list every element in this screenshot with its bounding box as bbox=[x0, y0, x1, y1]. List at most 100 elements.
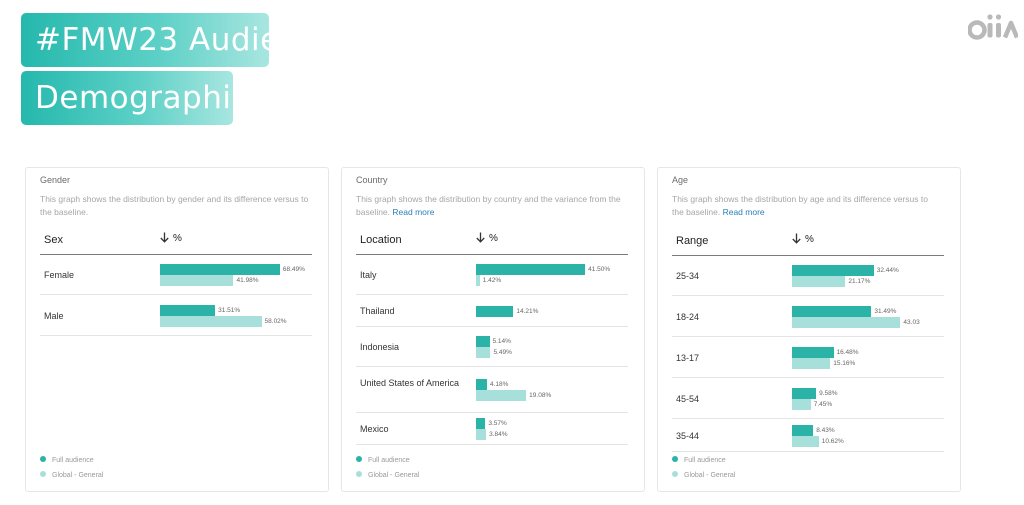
bar-full-audience bbox=[476, 264, 586, 275]
row-label: 18-24 bbox=[676, 311, 700, 322]
legend-item-global-general: Global - General bbox=[356, 471, 419, 479]
age-panel-title: Age bbox=[672, 175, 689, 185]
bar-full-audience bbox=[476, 305, 514, 317]
legend-dot-icon bbox=[40, 456, 46, 462]
legend-label: Full audience bbox=[368, 457, 410, 464]
bar-value-label: 8.43% bbox=[816, 426, 835, 434]
gender-description-text: This graph shows the distribution by gen… bbox=[40, 194, 309, 217]
bar-value-label: 5.49% bbox=[493, 349, 512, 356]
bar-value-label: 5.14% bbox=[492, 338, 511, 345]
row-label: Indonesia bbox=[360, 342, 400, 352]
country-read-more-link[interactable]: Read more bbox=[392, 207, 435, 217]
age-description: This graph shows the distribution by age… bbox=[672, 193, 942, 219]
legend-item-global-general: Global - General bbox=[672, 471, 735, 479]
bar-value-label: 31.51% bbox=[218, 306, 241, 314]
bar-value-label: 19.08% bbox=[529, 392, 552, 399]
age-sort-button[interactable]: % bbox=[792, 233, 814, 245]
legend-dot-icon bbox=[356, 456, 362, 462]
age-read-more-link[interactable]: Read more bbox=[722, 207, 765, 217]
table-row: Thailand 14.21% bbox=[356, 295, 628, 327]
bar-full-audience bbox=[792, 424, 814, 436]
legend-label: Global - General bbox=[368, 472, 420, 479]
age-description-text: This graph shows the distribution by age… bbox=[672, 194, 928, 217]
bar-value-label: 21.17% bbox=[848, 277, 871, 285]
bar-full-audience bbox=[792, 346, 834, 358]
bar-value-label: 9.58% bbox=[819, 389, 838, 397]
legend-item-full-audience: Full audience bbox=[356, 456, 410, 464]
brand-logo-icon bbox=[968, 14, 1018, 40]
gender-panel-title: Gender bbox=[40, 175, 71, 185]
bar-global-general bbox=[792, 435, 819, 447]
arrow-down-icon bbox=[160, 232, 169, 243]
table-row: 45-54 9.58% 7.45% bbox=[672, 378, 944, 419]
legend-label: Full audience bbox=[52, 457, 94, 464]
country-table-header: Location% bbox=[356, 228, 628, 255]
legend-item-global-general: Global - General bbox=[40, 471, 103, 479]
bar-full-audience bbox=[476, 379, 487, 390]
bar-full-audience bbox=[476, 418, 486, 429]
table-row: 13-17 16.48% 15.16% bbox=[672, 337, 944, 378]
bar-value-label: 15.16% bbox=[833, 359, 856, 367]
row-label: 25-34 bbox=[676, 270, 700, 281]
country-panel: Country This graph shows the distribution… bbox=[341, 167, 645, 492]
bar-value-label: 16.48% bbox=[836, 348, 859, 356]
legend-item-full-audience: Full audience bbox=[40, 456, 94, 464]
bar-global-general bbox=[160, 315, 262, 327]
bar-full-audience bbox=[792, 264, 874, 276]
country-description: This graph shows the distribution by cou… bbox=[356, 193, 626, 219]
row-label: 35-44 bbox=[676, 430, 700, 441]
page-title-line-1: #FMW23 Audience bbox=[21, 13, 337, 67]
bar-global-general bbox=[792, 357, 831, 369]
country-sort-button[interactable]: % bbox=[476, 232, 498, 244]
row-label: Female bbox=[44, 270, 75, 280]
table-row: United States of America 4.18% 19.08% bbox=[356, 367, 628, 413]
table-row: Italy 41.50% 1.42% bbox=[356, 255, 628, 295]
bar-global-general bbox=[160, 275, 234, 286]
table-row: 18-24 31.49% 43.03 bbox=[672, 296, 944, 337]
gender-sort-button[interactable]: % bbox=[160, 232, 182, 244]
bar-value-label: 3.84% bbox=[489, 431, 508, 438]
bar-global-general bbox=[792, 275, 846, 287]
legend-item-full-audience: Full audience bbox=[672, 456, 726, 464]
bar-full-audience bbox=[792, 387, 817, 399]
row-label: Thailand bbox=[360, 306, 395, 316]
bar-value-label: 4.18% bbox=[489, 381, 509, 388]
bar-global-general bbox=[792, 316, 901, 328]
bar-value-label: 1.42% bbox=[482, 277, 502, 284]
gender-percent-header: % bbox=[173, 233, 182, 244]
row-label: Italy bbox=[360, 270, 377, 280]
country-column-label: Location bbox=[360, 234, 402, 246]
bar-full-audience bbox=[476, 336, 490, 347]
bar-global-general bbox=[792, 398, 811, 410]
table-row: Female 68.49% 41.98% bbox=[40, 255, 312, 295]
gender-description: This graph shows the distribution by gen… bbox=[40, 193, 310, 219]
gender-column-label: Sex bbox=[44, 234, 63, 246]
bar-value-label: 58.02% bbox=[264, 317, 287, 325]
legend-dot-icon bbox=[672, 456, 678, 462]
arrow-down-icon bbox=[476, 232, 485, 243]
bar-value-label: 68.49% bbox=[282, 266, 305, 273]
row-label: United States of America bbox=[360, 378, 460, 388]
row-label: 13-17 bbox=[676, 352, 700, 363]
bar-full-audience bbox=[792, 305, 872, 317]
table-row: Indonesia 5.14% 5.49% bbox=[356, 327, 628, 367]
country-panel-title: Country bbox=[356, 175, 388, 185]
bar-value-label: 10.62% bbox=[821, 437, 844, 445]
bar-global-general bbox=[476, 347, 491, 358]
legend-dot-icon bbox=[672, 471, 678, 477]
legend-dot-icon bbox=[40, 471, 46, 477]
bar-global-general bbox=[476, 390, 527, 401]
row-label: Male bbox=[44, 310, 64, 321]
table-row: 35-44 8.43% 10.62% bbox=[672, 419, 944, 452]
age-column-label: Range bbox=[676, 235, 709, 247]
bar-value-label: 7.45% bbox=[813, 400, 833, 408]
bar-global-general bbox=[476, 429, 487, 440]
table-row: 25-34 32.44% 21.17% bbox=[672, 255, 944, 296]
bar-value-label: 43.03 bbox=[903, 318, 920, 326]
age-table-header: Range% bbox=[672, 229, 944, 256]
age-percent-header: % bbox=[805, 234, 814, 245]
legend-label: Global - General bbox=[684, 472, 736, 479]
table-row: Mexico 3.57% 3.84% bbox=[356, 413, 628, 445]
bar-value-label: 3.57% bbox=[488, 420, 507, 427]
legend-dot-icon bbox=[356, 471, 362, 477]
